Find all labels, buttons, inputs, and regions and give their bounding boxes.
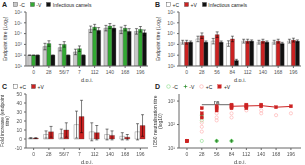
svg-text:168: 168 [274, 69, 283, 75]
svg-text:56: 56 [214, 69, 220, 75]
svg-text:28: 28 [199, 151, 205, 157]
svg-text:10¹: 10¹ [168, 63, 176, 69]
svg-text:112: 112 [244, 69, 252, 75]
svg-text:168: 168 [121, 151, 130, 157]
html-text:C: C [2, 83, 8, 90]
svg-text:112: 112 [91, 69, 99, 75]
svg-text:d.p.i.: d.p.i. [81, 159, 93, 164]
html-text:Fold increase (endpoint titre): Fold increase (endpoint titre) [0, 94, 11, 148]
svg-text:10⁴: 10⁴ [167, 30, 175, 36]
html-text:+V: +V [223, 83, 231, 90]
svg-text:10¹: 10¹ [15, 63, 23, 69]
html-text:B: B [155, 1, 161, 8]
svg-text:10²: 10² [15, 52, 23, 58]
html-text:Infectious camels: Infectious camels [208, 1, 247, 8]
svg-text:10³: 10³ [168, 41, 176, 47]
html-text:Infectious camels: Infectious camels [52, 1, 92, 8]
svg-text:10³: 10³ [15, 41, 23, 47]
html-text:+C: +C [205, 83, 213, 90]
svg-text:10²: 10² [168, 52, 176, 58]
html-text:ID50 neutralisation titre (log: ID50 neutralisation titre (log10) [152, 95, 164, 147]
svg-text:140: 140 [257, 151, 266, 157]
svg-text:10⁶: 10⁶ [14, 9, 22, 15]
svg-text:0: 0 [186, 151, 189, 157]
svg-text:28: 28 [46, 69, 52, 75]
html-text:+C: +C [172, 1, 180, 8]
svg-text:28: 28 [46, 151, 52, 157]
svg-text:10¹: 10¹ [168, 145, 176, 151]
html-text:-C: -C [19, 1, 25, 8]
svg-text:7: 7 [78, 69, 81, 75]
svg-text:56: 56 [214, 151, 220, 157]
svg-text:196: 196 [136, 69, 145, 75]
svg-text:-10: -10 [15, 145, 22, 151]
svg-text:0: 0 [19, 136, 22, 142]
svg-text:10²: 10² [168, 121, 176, 127]
svg-text:196: 196 [289, 69, 297, 75]
svg-text:0: 0 [32, 69, 35, 75]
svg-text:0: 0 [185, 69, 188, 75]
svg-text:28: 28 [199, 69, 205, 75]
html-text:-C: -C [172, 83, 178, 90]
html-text:-V: -V [189, 83, 195, 90]
svg-text:0: 0 [32, 151, 35, 157]
svg-text:112: 112 [242, 151, 250, 157]
svg-text:30: 30 [16, 109, 22, 115]
html-text:+V: +V [37, 83, 44, 90]
svg-text:20: 20 [16, 118, 22, 124]
html-text:+V: +V [190, 1, 197, 8]
html-text:Endpoint titre (Log₂): Endpoint titre (Log₂) [154, 16, 161, 62]
html-text:+C: +C [19, 83, 27, 90]
svg-text:10⁵: 10⁵ [14, 20, 22, 26]
svg-text:112: 112 [91, 151, 99, 157]
svg-text:196: 196 [136, 151, 145, 157]
svg-text:10⁴: 10⁴ [14, 30, 22, 36]
svg-text:d.p.i.: d.p.i. [81, 77, 93, 82]
html-text:-V: -V [36, 1, 42, 8]
svg-text:d.p.i.: d.p.i. [234, 77, 246, 82]
svg-text:168: 168 [121, 69, 130, 75]
svg-text:84: 84 [230, 69, 236, 75]
html-text:Endpoint titre (Log₂): Endpoint titre (Log₂) [1, 16, 8, 62]
svg-text:196: 196 [287, 151, 296, 157]
svg-text:56/7: 56/7 [59, 151, 69, 157]
svg-text:168: 168 [272, 151, 281, 157]
svg-text:140: 140 [259, 69, 268, 75]
html-text:D: D [155, 83, 161, 90]
svg-text:40: 40 [16, 100, 22, 106]
svg-text:140: 140 [106, 69, 115, 75]
svg-text:140: 140 [106, 151, 115, 157]
svg-text:50: 50 [16, 91, 22, 97]
svg-text:84: 84 [229, 151, 235, 157]
svg-text:d.p.i.: d.p.i. [234, 159, 246, 164]
svg-text:10³: 10³ [168, 98, 176, 104]
svg-text:7: 7 [78, 151, 81, 157]
svg-text:56/7: 56/7 [59, 69, 69, 75]
svg-text:ns: ns [214, 99, 220, 105]
svg-text:10⁵: 10⁵ [167, 20, 175, 26]
svg-text:10⁶: 10⁶ [167, 9, 175, 15]
html-text:A: A [2, 1, 8, 8]
svg-text:10: 10 [16, 127, 22, 133]
